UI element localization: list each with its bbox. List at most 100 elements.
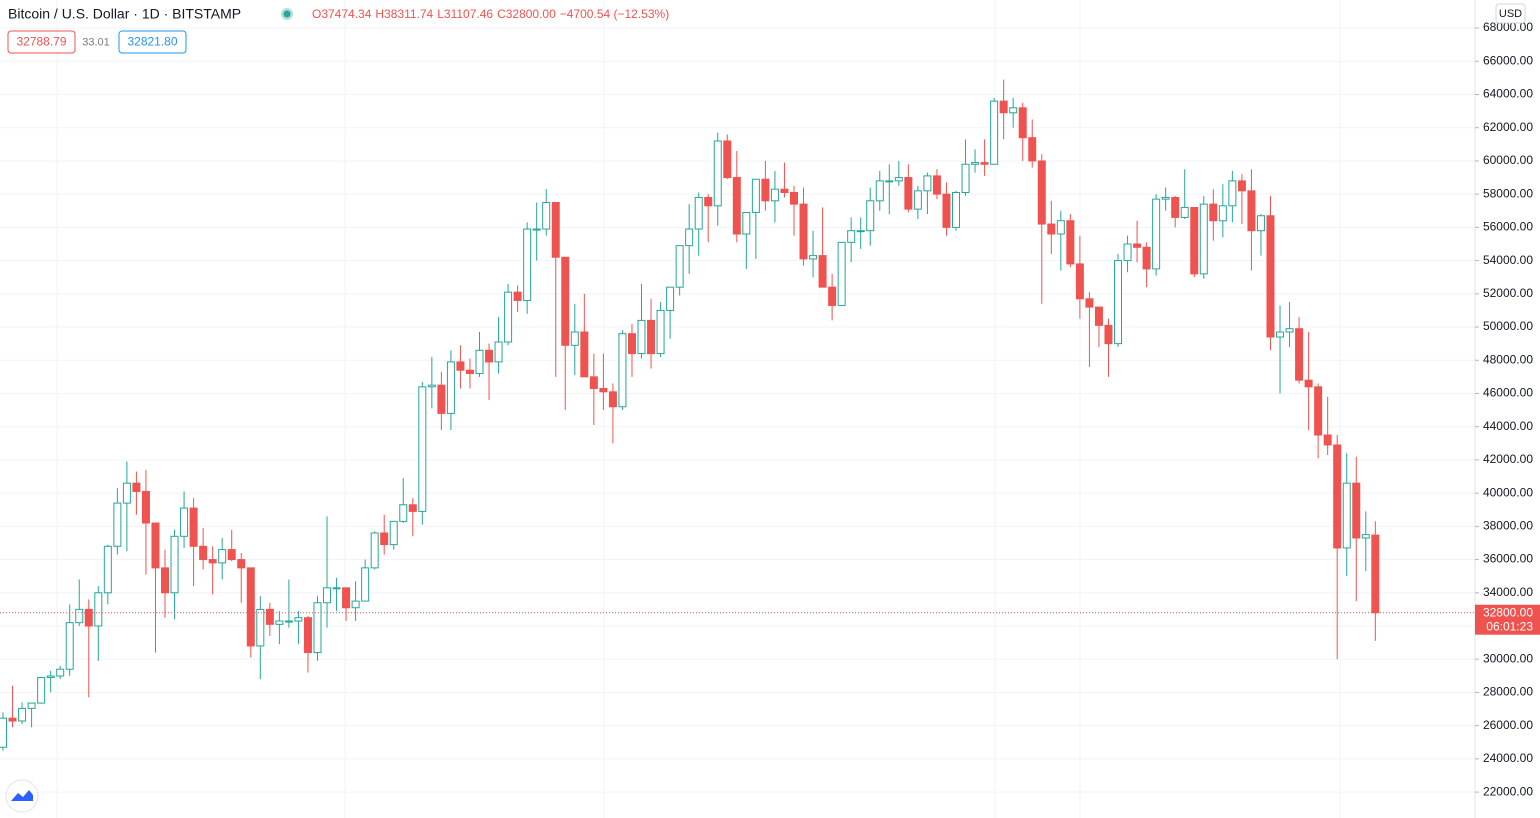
candle-body xyxy=(847,230,856,243)
candle-body xyxy=(1209,203,1218,222)
candle-body xyxy=(589,376,598,389)
candle-body xyxy=(1228,180,1237,207)
candle-body xyxy=(961,163,970,193)
candle-body xyxy=(65,622,74,670)
candle-body xyxy=(1266,215,1275,338)
candle-body xyxy=(256,608,265,647)
candle-body xyxy=(351,600,360,609)
candle-body xyxy=(913,190,922,210)
y-tick-label: 66000.00 xyxy=(1483,53,1533,67)
candle-body xyxy=(647,319,656,355)
candle-body xyxy=(1142,246,1151,270)
candle-body xyxy=(685,228,694,247)
logo[interactable] xyxy=(5,779,39,813)
candle-body xyxy=(151,522,160,569)
candle-body xyxy=(799,203,808,260)
candle-body xyxy=(132,482,141,492)
spread: 33.01 xyxy=(82,36,110,48)
candle-body xyxy=(551,201,560,258)
candle-body xyxy=(1152,198,1161,270)
candle-body xyxy=(342,587,351,609)
candle-body xyxy=(141,490,150,524)
candle-body xyxy=(456,361,465,371)
candle-body xyxy=(504,291,513,343)
candle-body xyxy=(399,504,408,522)
y-tick-label: 58000.00 xyxy=(1483,186,1533,200)
candle-body xyxy=(1133,243,1142,248)
y-tick-label: 24000.00 xyxy=(1483,751,1533,765)
ohlc-value: C32800.00 xyxy=(497,7,556,21)
candle-body xyxy=(237,559,246,569)
ohlc-value: L31107.46 xyxy=(437,7,493,21)
candle-body xyxy=(227,549,236,561)
candle-body xyxy=(1104,324,1113,345)
candle-body xyxy=(1218,205,1227,222)
candle-body xyxy=(1352,482,1361,539)
candle-body xyxy=(427,384,436,388)
symbol-title[interactable]: Bitcoin / U.S. Dollar · 1D · BITSTAMP xyxy=(8,6,241,22)
candle-body xyxy=(999,100,1008,114)
countdown: 06:01:23 xyxy=(1486,619,1533,633)
candle-body xyxy=(103,545,112,594)
candle-body xyxy=(742,211,751,235)
candle-body xyxy=(284,620,293,623)
market-status-dot xyxy=(283,10,291,18)
ohlc-value: H38311.74 xyxy=(375,7,433,21)
bid-box[interactable] xyxy=(7,30,76,54)
candle-body xyxy=(170,535,179,594)
candle-body xyxy=(1056,220,1065,235)
candle-body xyxy=(323,587,332,604)
ohlc-value: −4700.54 (−12.53%) xyxy=(560,7,669,21)
candle-body xyxy=(1180,206,1189,218)
candle-body xyxy=(542,201,551,230)
candle-body xyxy=(1114,260,1123,345)
candle-body xyxy=(513,291,522,301)
candle-body xyxy=(1161,196,1170,200)
candle-body xyxy=(580,331,589,378)
candle-body xyxy=(627,333,636,355)
candle-body xyxy=(1314,386,1323,436)
y-tick-label: 46000.00 xyxy=(1483,386,1533,400)
candle-body xyxy=(1323,434,1332,446)
candle-body xyxy=(1123,243,1132,262)
candle-body xyxy=(418,386,427,512)
last-price-label: 32800.00 xyxy=(1483,605,1533,619)
candle-body xyxy=(1009,107,1018,114)
candle-body xyxy=(608,391,617,408)
y-tick-label: 34000.00 xyxy=(1483,585,1533,599)
candle-body xyxy=(1371,534,1380,614)
ask-box[interactable] xyxy=(118,30,187,54)
candle-body xyxy=(37,676,46,704)
candle-body xyxy=(561,256,570,346)
y-tick-label: 68000.00 xyxy=(1483,20,1533,34)
candle-body xyxy=(923,175,932,192)
candle-body xyxy=(1276,331,1285,338)
candle-body xyxy=(303,617,312,654)
candle-body xyxy=(161,567,170,594)
candle-body xyxy=(1075,263,1084,300)
candle-body xyxy=(1304,379,1313,388)
candle-body xyxy=(84,608,93,627)
candle-body xyxy=(46,675,55,678)
time-grid xyxy=(56,0,1341,818)
candle-body xyxy=(723,140,732,179)
candle-body xyxy=(828,286,837,306)
candle-body xyxy=(1361,534,1370,539)
candle-body xyxy=(494,341,503,363)
candle-body xyxy=(475,349,484,375)
candle-body xyxy=(246,567,255,647)
candle-body xyxy=(599,387,608,393)
candle-body xyxy=(1047,223,1056,235)
candle-body xyxy=(56,668,65,677)
candle-body xyxy=(1037,160,1046,225)
y-tick-label: 54000.00 xyxy=(1483,253,1533,267)
candle-body xyxy=(523,228,532,301)
candle-body xyxy=(437,384,446,414)
currency-button[interactable] xyxy=(1495,3,1526,24)
y-tick-label: 40000.00 xyxy=(1483,485,1533,499)
y-tick-label: 64000.00 xyxy=(1483,87,1533,101)
y-tick-label: 26000.00 xyxy=(1483,718,1533,732)
candle-body xyxy=(27,702,36,709)
candle-body xyxy=(8,717,17,722)
